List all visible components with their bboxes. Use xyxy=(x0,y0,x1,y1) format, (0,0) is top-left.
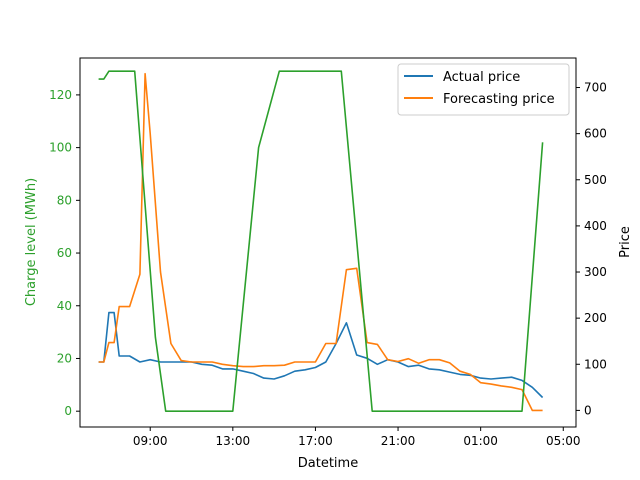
x-axis-label: Datetime xyxy=(298,456,358,471)
right-y-tick: 0 xyxy=(576,403,592,417)
left-y-axis-label: Charge level (MWh) xyxy=(24,178,39,306)
right-y-tick: 600 xyxy=(576,127,607,141)
legend-box xyxy=(397,63,570,116)
x-tick: 21:00 xyxy=(381,427,416,448)
right-y-tick-label: 400 xyxy=(584,219,607,233)
x-axis-ticks: 09:00 13:00 17:00 21:00 01:00 05:00 xyxy=(133,427,581,448)
x-tick: 09:00 xyxy=(133,427,168,448)
x-tick-label: 13:00 xyxy=(216,434,251,448)
left-y-tick: 120 xyxy=(49,88,80,102)
right-y-tick: 200 xyxy=(576,311,607,325)
left-y-tick-label: 0 xyxy=(64,404,72,418)
legend: Actual price Forecasting price xyxy=(397,63,570,116)
left-y-tick-label: 120 xyxy=(49,88,72,102)
x-tick: 17:00 xyxy=(298,427,333,448)
plot-frame xyxy=(79,57,577,428)
right-y-tick-label: 0 xyxy=(584,403,592,417)
left-y-tick-label: 80 xyxy=(57,193,72,207)
right-y-tick: 700 xyxy=(576,81,607,95)
left-y-tick: 0 xyxy=(64,404,80,418)
right-y-tick: 400 xyxy=(576,219,607,233)
right-y-tick-label: 700 xyxy=(584,81,607,95)
legend-label-forecast: Forecasting price xyxy=(443,92,555,107)
left-y-tick-label: 20 xyxy=(57,351,72,365)
right-y-tick-label: 600 xyxy=(584,127,607,141)
series-line-0 xyxy=(98,311,544,399)
right-y-tick-label: 200 xyxy=(584,311,607,325)
left-y-tick-label: 100 xyxy=(49,141,72,155)
right-y-axis-ticks: 0 100 200 300 400 500 600 700 xyxy=(576,81,607,417)
x-tick: 01:00 xyxy=(463,427,498,448)
right-y-tick: 500 xyxy=(576,173,607,187)
series-line-1 xyxy=(98,72,543,412)
plot-area xyxy=(80,58,576,427)
left-y-tick: 60 xyxy=(57,246,80,260)
x-tick-label: 01:00 xyxy=(463,434,498,448)
x-tick-label: 09:00 xyxy=(133,434,168,448)
right-y-axis-label: Price xyxy=(618,226,633,258)
left-y-axis-ticks: 0 20 40 60 80 100 120 xyxy=(49,88,80,418)
x-tick: 13:00 xyxy=(216,427,251,448)
left-y-tick-label: 60 xyxy=(57,246,72,260)
series-layer xyxy=(98,70,544,413)
left-y-tick-label: 40 xyxy=(57,299,72,313)
legend-label-actual: Actual price xyxy=(443,70,520,85)
left-y-tick: 100 xyxy=(49,141,80,155)
x-tick-label: 21:00 xyxy=(381,434,416,448)
series-line-2 xyxy=(98,70,544,413)
right-y-tick: 100 xyxy=(576,357,607,371)
x-tick-label: 17:00 xyxy=(298,434,333,448)
x-tick: 05:00 xyxy=(546,427,581,448)
left-y-tick: 20 xyxy=(57,351,80,365)
right-y-tick: 300 xyxy=(576,265,607,279)
left-y-tick: 80 xyxy=(57,193,80,207)
x-tick-label: 05:00 xyxy=(546,434,581,448)
right-y-tick-label: 500 xyxy=(584,173,607,187)
left-y-tick: 40 xyxy=(57,299,80,313)
right-y-tick-label: 100 xyxy=(584,357,607,371)
right-y-tick-label: 300 xyxy=(584,265,607,279)
